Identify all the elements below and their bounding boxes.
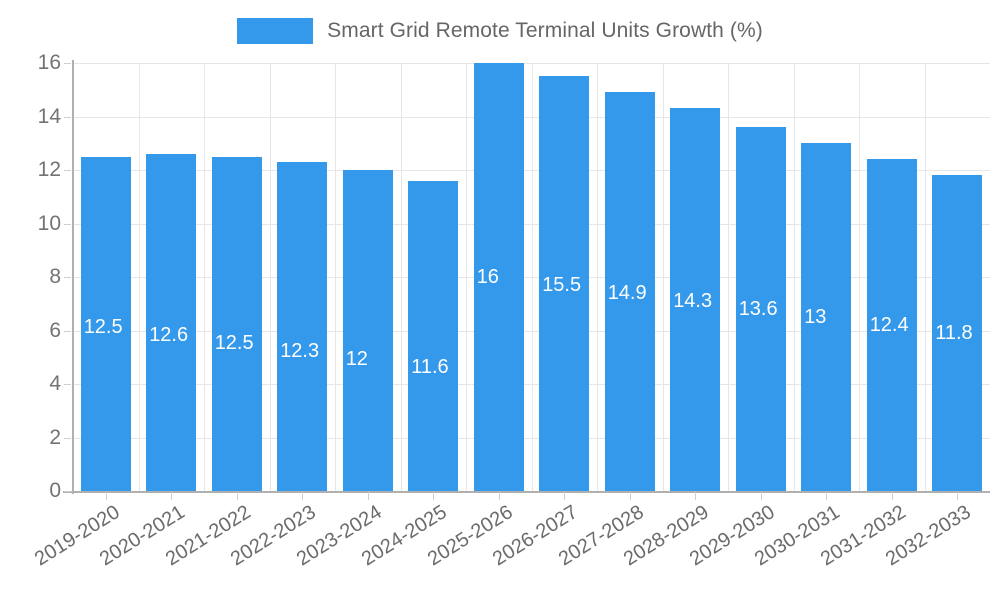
x-axis-tick-mark <box>368 492 369 500</box>
y-axis-tick-mark <box>64 437 71 439</box>
gridline-vertical <box>139 63 140 491</box>
y-axis-tick-mark <box>64 116 71 118</box>
gridline-horizontal <box>73 437 990 439</box>
bar-value-label: 12.6 <box>149 324 189 346</box>
gridline-horizontal <box>73 63 990 64</box>
bar-value-label: 15.5 <box>542 274 582 296</box>
x-axis-tick-mark <box>630 492 631 500</box>
y-axis-tick-label: 12 <box>37 158 61 181</box>
gridline-vertical <box>204 63 205 491</box>
y-axis-tick-mark <box>64 223 71 225</box>
x-axis-line <box>63 491 990 493</box>
x-axis-tick-mark <box>957 492 958 500</box>
bar-value-label: 11.8 <box>935 322 973 344</box>
y-axis-tick-label: 14 <box>37 104 61 128</box>
bar[interactable] <box>932 175 983 491</box>
x-axis-tick-mark <box>826 492 827 500</box>
x-axis-tick-mark <box>237 492 238 500</box>
bar-value-label: 14.3 <box>673 290 713 312</box>
bar-value-label: 12 <box>345 348 368 370</box>
gridline-horizontal <box>73 330 990 332</box>
y-axis-tick-mark <box>64 491 71 492</box>
gridline-vertical <box>663 63 664 491</box>
x-axis-tick-mark <box>499 492 500 500</box>
bar[interactable] <box>604 92 655 491</box>
gridline-horizontal <box>73 223 990 225</box>
x-axis-tick-mark <box>892 492 893 500</box>
y-axis-tick-mark <box>64 170 71 171</box>
y-axis-tick-mark <box>64 384 71 385</box>
gridline-vertical <box>859 63 860 491</box>
bar[interactable] <box>408 180 459 491</box>
bar[interactable] <box>670 108 721 491</box>
y-axis-tick-label: 4 <box>49 372 61 395</box>
bar[interactable] <box>473 63 524 491</box>
y-axis-tick-label: 6 <box>49 318 61 342</box>
gridline-vertical <box>794 63 795 491</box>
bar[interactable] <box>539 76 590 491</box>
gridline-vertical <box>925 63 926 491</box>
gridline-vertical <box>597 63 598 491</box>
bar[interactable] <box>735 127 786 491</box>
bar-value-label: 14.9 <box>607 282 647 304</box>
x-axis-tick-mark <box>302 492 303 500</box>
bar-value-label: 12.5 <box>83 316 123 338</box>
gridline-vertical <box>532 63 533 491</box>
y-axis-tick-label: 0 <box>49 479 61 502</box>
gridline-vertical <box>270 63 271 491</box>
y-axis-tick-label: 16 <box>37 51 61 74</box>
gridline-horizontal <box>73 384 990 385</box>
bar[interactable] <box>801 143 852 491</box>
bar-value-label: 16 <box>476 266 499 288</box>
x-axis-tick-mark <box>761 492 762 500</box>
x-axis-tick-mark <box>106 492 107 500</box>
bar[interactable] <box>277 161 328 491</box>
bar[interactable] <box>211 156 262 491</box>
bar-value-label: 11.6 <box>411 356 449 378</box>
gridline-horizontal <box>73 277 990 278</box>
y-axis-tick-label: 10 <box>37 211 61 235</box>
bar-value-label: 13 <box>804 306 827 328</box>
gridline-vertical <box>401 63 402 491</box>
bar-value-label: 12.3 <box>280 340 320 362</box>
gridline-vertical <box>335 63 336 491</box>
y-axis-line <box>72 60 74 494</box>
y-axis-tick-mark <box>64 63 71 64</box>
x-axis-tick-mark <box>564 492 565 500</box>
bar-value-label: 12.5 <box>214 332 254 354</box>
gridline-horizontal <box>73 170 990 171</box>
x-axis-tick-mark <box>433 492 434 500</box>
y-axis-tick-mark <box>64 277 71 278</box>
gridline-vertical <box>466 63 467 491</box>
bar[interactable] <box>146 153 197 491</box>
y-axis-tick-label: 2 <box>49 425 61 449</box>
chart-legend: Smart Grid Remote Terminal Units Growth … <box>0 14 1000 48</box>
bar[interactable] <box>342 170 393 491</box>
plot-area: 12.5 12.6 12.5 12.3 12 11.6 16 15.5 14.9 14.3 13.6… <box>63 60 990 494</box>
x-axis-tick-mark <box>171 492 172 500</box>
y-axis-tick-label: 8 <box>49 265 61 288</box>
legend-series-label[interactable]: Smart Grid Remote Terminal Units Growth … <box>327 19 763 42</box>
gridline-horizontal <box>73 116 990 118</box>
legend-color-swatch[interactable] <box>237 18 314 44</box>
bar-value-label: 13.6 <box>738 298 778 320</box>
bar[interactable] <box>866 159 917 491</box>
bar-value-label: 12.4 <box>869 314 909 336</box>
gridline-vertical <box>728 63 729 491</box>
x-axis-tick-mark <box>695 492 696 500</box>
y-axis-tick-mark <box>64 330 71 332</box>
bar[interactable] <box>80 156 131 491</box>
